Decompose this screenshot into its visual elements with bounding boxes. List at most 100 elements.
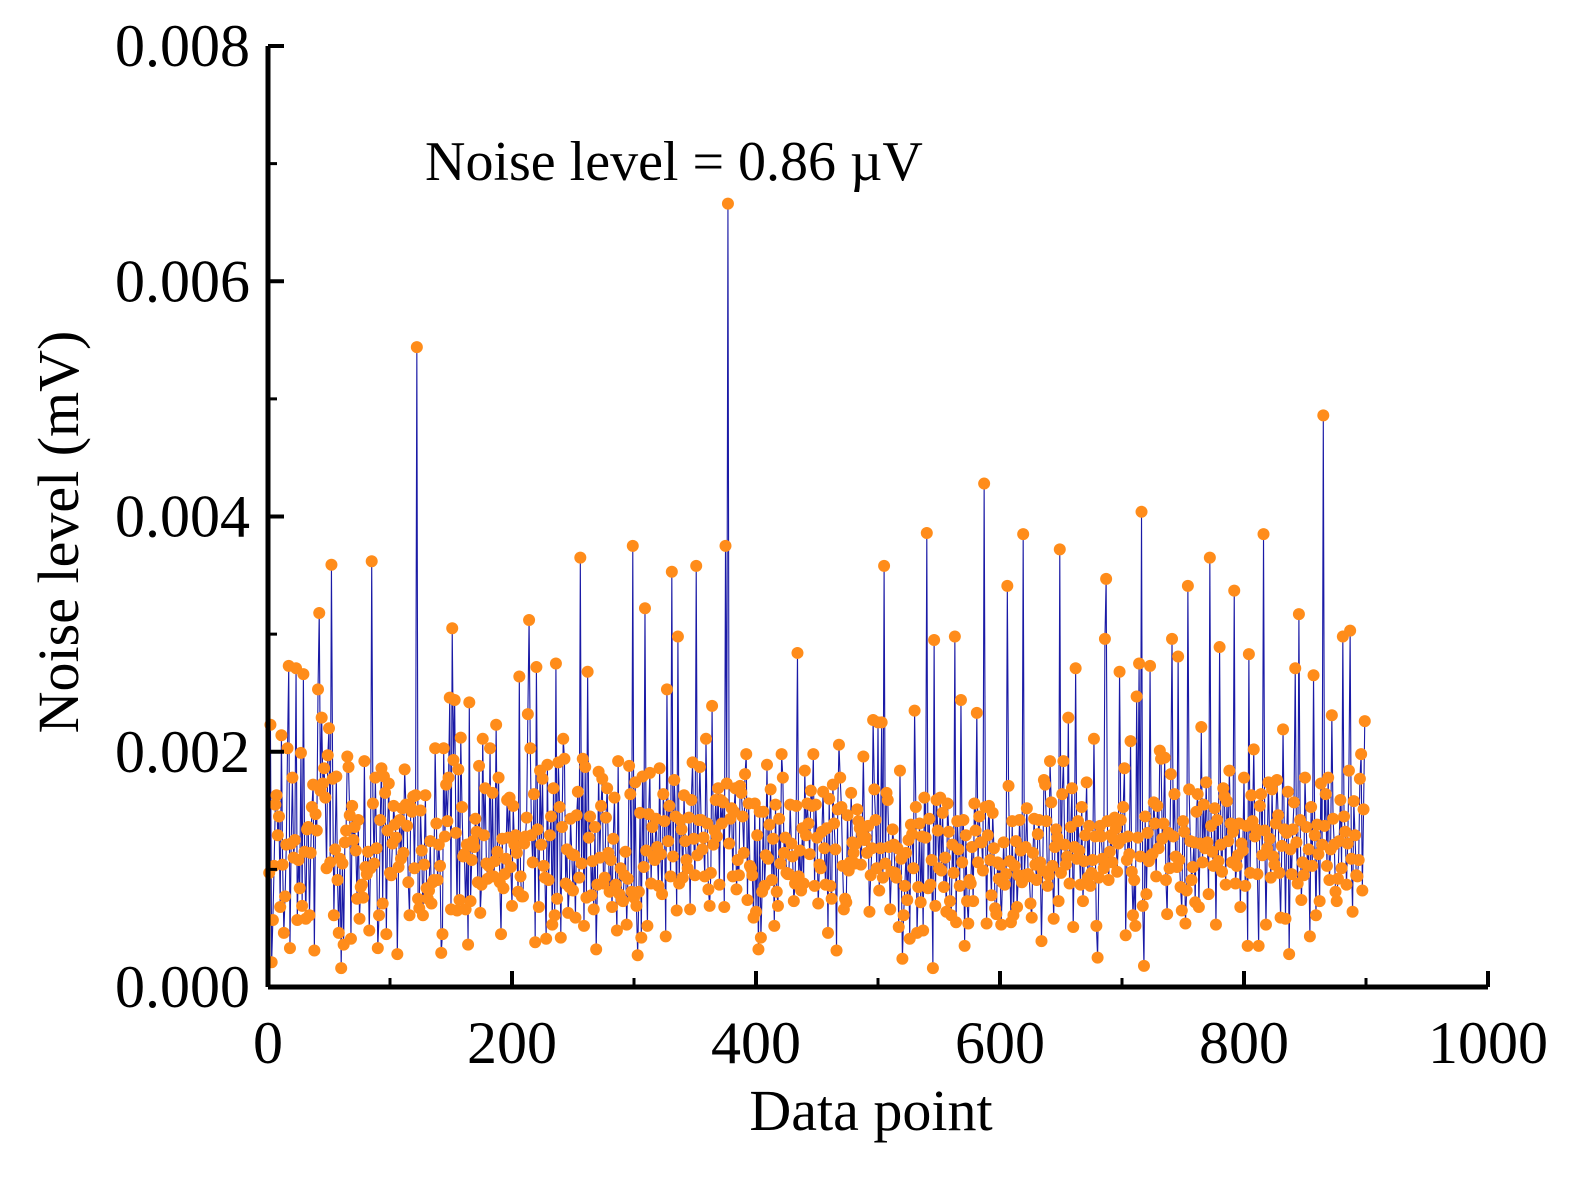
- data-point: [970, 706, 983, 719]
- data-point: [857, 750, 870, 763]
- data-point: [1313, 895, 1326, 908]
- data-point: [469, 812, 482, 825]
- data-point: [730, 883, 743, 896]
- tick-layer: 0.000 0.002 0.004 0.006 0.008 0 200 400 600 800 10…: [115, 13, 1548, 1076]
- data-point: [717, 796, 730, 809]
- data-point: [446, 622, 459, 635]
- data-point: [1091, 951, 1104, 964]
- data-point: [803, 848, 816, 861]
- data-point: [769, 798, 782, 811]
- data-point: [431, 873, 444, 886]
- data-point: [609, 878, 622, 891]
- data-point: [1118, 762, 1131, 775]
- data-point: [380, 928, 393, 941]
- data-point: [1084, 879, 1097, 892]
- data-point: [492, 771, 505, 784]
- data-point: [662, 835, 675, 848]
- data-point: [556, 821, 569, 834]
- data-point: [365, 555, 378, 568]
- data-point: [286, 771, 299, 784]
- data-point: [573, 871, 586, 884]
- data-point: [851, 803, 864, 816]
- data-point: [355, 878, 368, 891]
- y-tick-label: 0.002: [115, 719, 250, 785]
- data-point: [272, 810, 285, 823]
- data-point: [976, 864, 989, 877]
- data-point: [1317, 409, 1330, 422]
- data-point: [764, 783, 777, 796]
- data-point: [1046, 859, 1059, 872]
- data-point: [1158, 751, 1171, 764]
- data-point: [587, 903, 600, 916]
- data-point: [410, 341, 423, 354]
- data-point: [529, 936, 542, 949]
- data-point: [1128, 873, 1141, 886]
- data-point: [414, 804, 427, 817]
- data-point: [590, 943, 603, 956]
- data-point: [869, 813, 882, 826]
- data-point: [346, 799, 359, 812]
- data-point: [1307, 669, 1320, 682]
- data-point: [402, 876, 415, 889]
- data-point: [1303, 930, 1316, 943]
- data-point: [832, 738, 845, 751]
- data-point: [449, 826, 462, 839]
- data-point: [454, 731, 467, 744]
- data-point: [659, 930, 672, 943]
- data-point: [925, 853, 938, 866]
- data-point: [706, 699, 719, 712]
- data-point: [1203, 551, 1216, 564]
- data-point: [1065, 782, 1078, 795]
- data-point: [344, 932, 357, 945]
- data-point: [464, 895, 477, 908]
- data-point: [1358, 715, 1371, 728]
- data-point: [335, 962, 348, 975]
- data-point: [409, 789, 422, 802]
- data-point: [741, 893, 754, 906]
- data-point: [752, 943, 765, 956]
- data-point: [1035, 935, 1048, 948]
- data-point: [358, 755, 371, 768]
- data-point: [1126, 909, 1139, 922]
- data-point: [1236, 844, 1249, 857]
- data-point: [1151, 799, 1164, 812]
- data-point: [937, 881, 950, 894]
- data-point: [1024, 897, 1037, 910]
- data-point: [1048, 841, 1061, 854]
- data-point: [357, 891, 370, 904]
- data-point: [353, 912, 366, 925]
- data-point: [893, 764, 906, 777]
- data-point: [1266, 783, 1279, 796]
- data-point: [419, 789, 432, 802]
- data-point: [1041, 879, 1054, 892]
- data-point: [1102, 873, 1115, 886]
- data-point: [1053, 543, 1066, 556]
- data-point: [497, 882, 510, 895]
- data-point: [919, 831, 932, 844]
- data-point: [598, 871, 611, 884]
- data-point: [682, 811, 695, 824]
- data-point: [1061, 850, 1074, 863]
- data-point: [939, 851, 952, 864]
- data-point: [1339, 825, 1352, 838]
- data-point: [690, 559, 703, 572]
- data-point: [828, 817, 841, 830]
- data-point: [829, 843, 842, 856]
- data-point: [952, 843, 965, 856]
- data-point: [917, 924, 930, 937]
- data-point: [890, 871, 903, 884]
- data-point: [432, 838, 445, 851]
- data-point: [1090, 919, 1103, 932]
- data-point: [896, 952, 909, 965]
- data-point: [1291, 877, 1304, 890]
- data-point: [1347, 795, 1360, 808]
- data-point: [321, 749, 334, 762]
- data-point: [751, 829, 764, 842]
- data-point: [371, 942, 384, 955]
- data-point: [620, 918, 633, 931]
- data-point: [1228, 584, 1241, 597]
- data-point: [735, 786, 748, 799]
- data-point: [994, 858, 1006, 871]
- data-point: [546, 918, 559, 931]
